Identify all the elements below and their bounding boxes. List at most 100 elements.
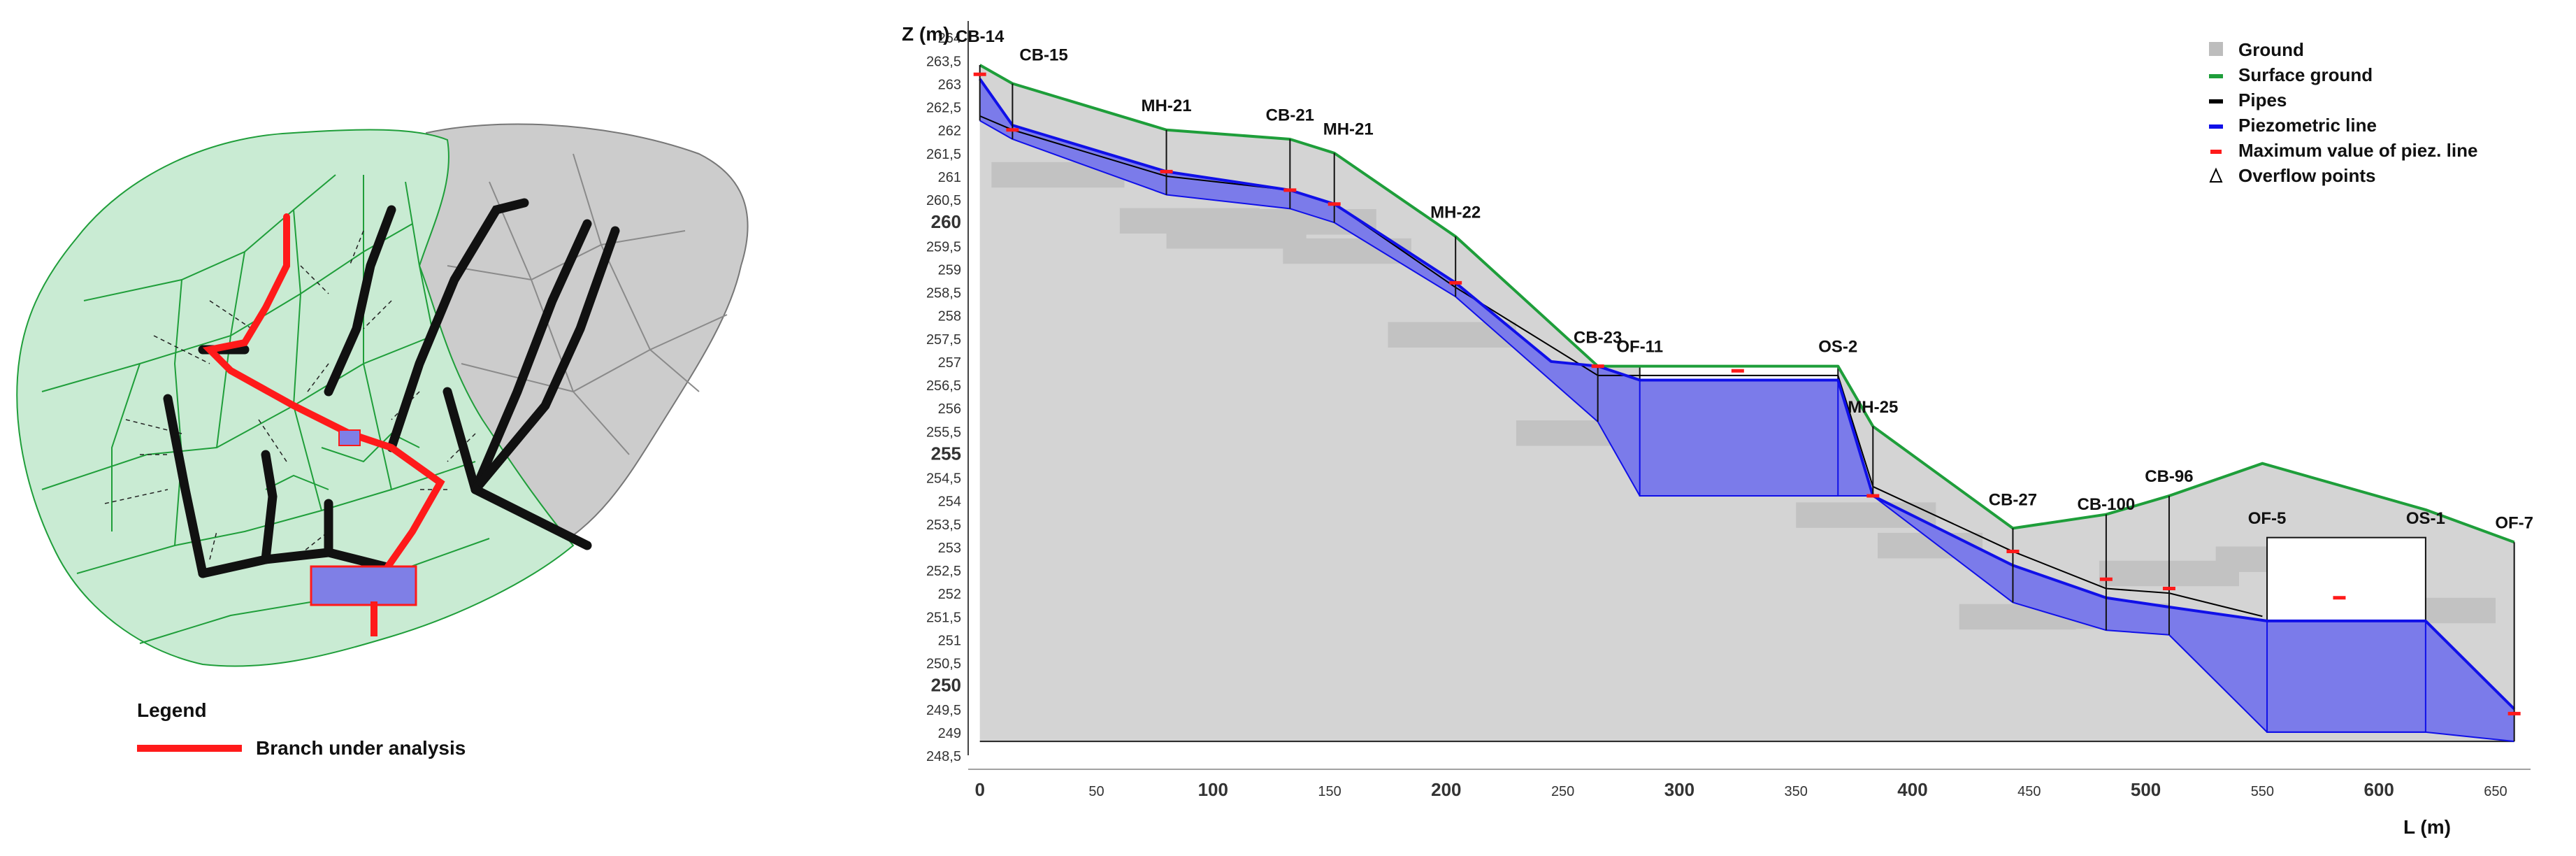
- pipe-invert-line: [979, 120, 2514, 743]
- y-tick-label: 260: [931, 211, 961, 232]
- piezometric-line: [979, 78, 2516, 711]
- x-tick-label: 500: [2131, 779, 2161, 800]
- node-label: OF-5: [2248, 509, 2287, 528]
- y-tick-label: 257: [938, 355, 961, 371]
- pipes-line: [979, 115, 2263, 618]
- storage-tank-os1-headroom: [2266, 536, 2426, 622]
- map-legend-item: Branch under analysis: [137, 734, 466, 762]
- x-tick-label: 100: [1198, 779, 1228, 800]
- legend-line-swatch: [2209, 124, 2223, 129]
- node-label: MH-25: [1848, 398, 1898, 417]
- branch-swatch: [137, 745, 242, 752]
- y-tick-label: 263: [938, 77, 961, 92]
- y-tick-label: 250: [931, 675, 961, 696]
- y-tick-label: 264: [938, 31, 961, 46]
- y-tick-label: 255,5: [926, 425, 961, 440]
- surface-ground-line: [979, 64, 2515, 544]
- node-label: CB-96: [2145, 467, 2193, 486]
- x-tick-label: 550: [2251, 784, 2274, 799]
- x-tick-label: 350: [1785, 784, 1808, 799]
- y-tick-label: 261: [938, 170, 961, 185]
- network-map: [16, 123, 749, 667]
- legend-ground-swatch: [2209, 42, 2223, 56]
- sewer-pipes: [163, 198, 620, 578]
- x-tick-label: 650: [2484, 784, 2507, 799]
- node-label: CB-27: [1989, 490, 2037, 509]
- y-tick-label: 249,5: [926, 703, 961, 718]
- node-label: CB-23: [1574, 328, 1622, 347]
- node-label: OF-7: [2495, 513, 2533, 532]
- storage-tank-os2-headroom: [1639, 365, 1839, 381]
- overflow-triangle-icon: [2209, 167, 2223, 183]
- y-tick-label: 258: [938, 309, 961, 324]
- y-tick-label: 262,5: [926, 101, 961, 116]
- y-tick-label: 252: [938, 587, 961, 602]
- map-legend-label: Branch under analysis: [256, 737, 466, 759]
- y-axis-title: Z (m): [902, 23, 949, 45]
- y-tick-label: 260,5: [926, 193, 961, 208]
- legend-label: Maximum value of piez. line: [2238, 140, 2477, 161]
- node-label: MH-22: [1430, 204, 1481, 222]
- legend-label: Surface ground: [2238, 64, 2373, 85]
- longitudinal-profile-chart: 264 263,5 263 262,5 262 261,5 261 260,5 260 259,5…: [902, 21, 2533, 838]
- y-tick-label: 256,5: [926, 378, 961, 394]
- longitudinal-profile-panel: 264 263,5 263 262,5 262 261,5 261 260,5 260 259,5…: [825, 0, 2576, 853]
- y-tick-label: 249: [938, 726, 961, 741]
- profile-lines-layer: [973, 64, 2521, 743]
- x-tick-label: 300: [1664, 779, 1694, 800]
- x-tick-label: 200: [1431, 779, 1461, 800]
- y-tick-label: 254: [938, 494, 961, 510]
- x-tick-label: 150: [1318, 784, 1341, 799]
- x-tick-label: 400: [1897, 779, 1927, 800]
- y-tick-label: 253: [938, 541, 961, 556]
- x-tick-label: 600: [2363, 779, 2394, 800]
- x-tick-label: 250: [1551, 784, 1574, 799]
- x-tick-label: 450: [2017, 784, 2041, 799]
- x-tick-label: 0: [974, 779, 984, 800]
- node-label: OS-1: [2406, 509, 2445, 528]
- y-tick-label: 251,5: [926, 610, 961, 625]
- profile-legend: Ground Surface ground Pipes Piezometric lin…: [2209, 39, 2477, 186]
- y-tick-label: 263,5: [926, 54, 961, 69]
- node-label: CB-14: [956, 27, 1005, 46]
- node-label: MH-21: [1323, 120, 1374, 138]
- y-tick-label: 259: [938, 262, 961, 278]
- x-tick-label: 50: [1088, 784, 1104, 799]
- node-label: MH-21: [1142, 97, 1192, 115]
- map-legend-title: Legend: [137, 699, 207, 721]
- node-labels-layer: CB-14 CB-15 MH-21 CB-21 MH-21 MH-22 CB-23OF-11…: [956, 27, 2533, 533]
- storage-tank-os2: [1639, 379, 1839, 497]
- node-label: CB-100: [2078, 495, 2136, 514]
- y-tick-label: 248,5: [926, 749, 961, 764]
- legend-label: Piezometric line: [2238, 115, 2377, 136]
- flow-fill-layer: [979, 78, 2514, 742]
- branch-under-analysis: [202, 213, 445, 570]
- y-tick-label: 259,5: [926, 239, 961, 255]
- y-tick-label: 258,5: [926, 286, 961, 301]
- y-tick-label: 251: [938, 633, 961, 648]
- storage-tank-small: [338, 429, 361, 446]
- legend-label: Pipes: [2238, 90, 2287, 110]
- node-label: OF-11: [1616, 338, 1663, 357]
- y-tick-label: 257,5: [926, 332, 961, 348]
- storage-tank-os1: [2266, 620, 2426, 733]
- legend-dash-swatch: [2210, 150, 2222, 154]
- x-axis-title: L (m): [2403, 816, 2451, 838]
- node-label: OS-2: [1818, 338, 1857, 357]
- y-tick-label: 250,5: [926, 657, 961, 672]
- legend-label: Ground: [2238, 39, 2304, 60]
- y-tick-label: 255: [931, 443, 961, 464]
- axes-layer: 264 263,5 263 262,5 262 261,5 261 260,5 260 259,5…: [902, 21, 2531, 838]
- catchment-area: [16, 129, 575, 667]
- node-label: CB-21: [1266, 106, 1314, 124]
- legend-line-swatch: [2209, 99, 2223, 104]
- storage-tank: [310, 565, 417, 606]
- legend-line-swatch: [2209, 74, 2223, 78]
- catchment-boundaries: [41, 174, 490, 644]
- y-tick-label: 253,5: [926, 518, 961, 533]
- legend-label: Overflow points: [2238, 165, 2375, 186]
- y-tick-label: 254,5: [926, 471, 961, 487]
- y-tick-label: 256: [938, 401, 961, 417]
- y-tick-label: 262: [938, 124, 961, 139]
- y-tick-label: 261,5: [926, 147, 961, 162]
